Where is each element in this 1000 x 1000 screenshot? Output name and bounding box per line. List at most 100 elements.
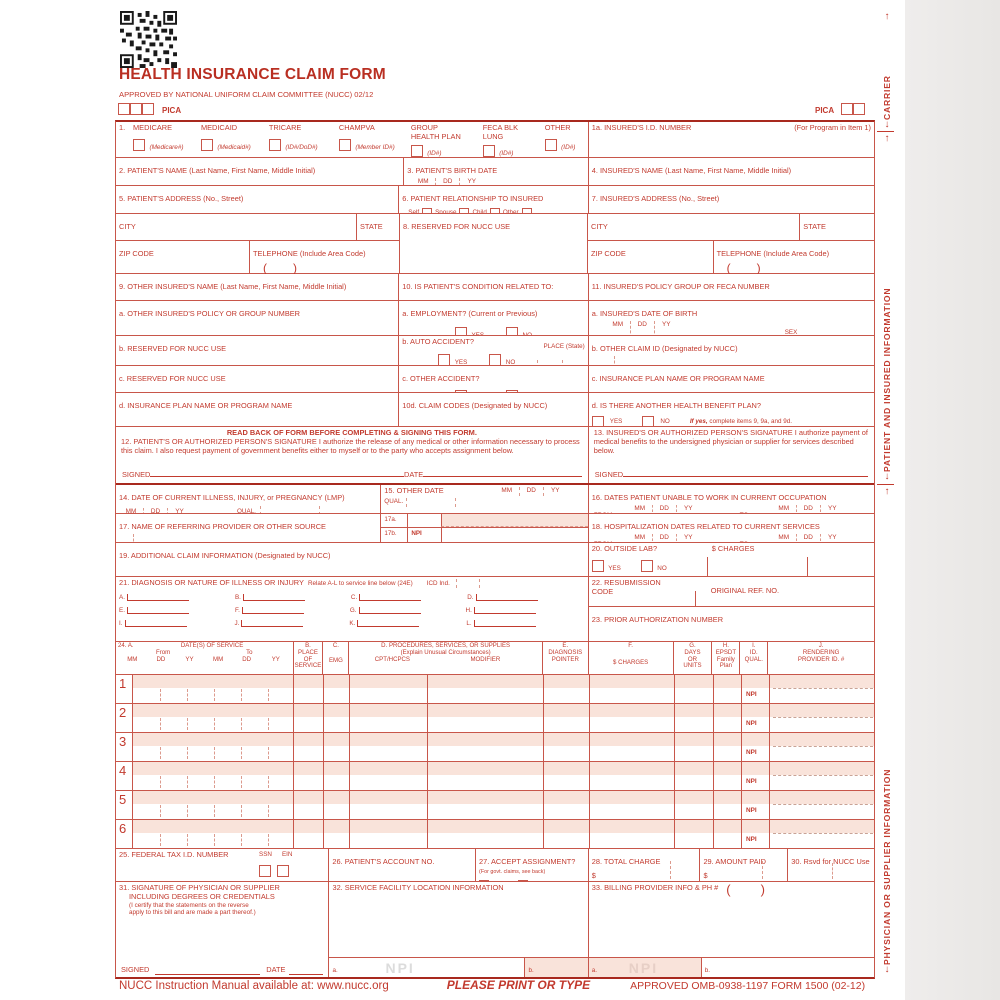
assignment-yes-checkbox[interactable] <box>479 879 490 881</box>
emg-cell[interactable] <box>323 704 349 732</box>
id-qual-cell[interactable]: NPI <box>741 704 769 732</box>
rel-child-checkbox[interactable] <box>489 208 500 213</box>
field-28-total-charge[interactable]: 28. TOTAL CHARGE $ <box>587 849 700 881</box>
rendering-provider-cell[interactable] <box>769 820 876 848</box>
diag-pointer-cell[interactable] <box>543 820 589 848</box>
diag-a-slot[interactable] <box>126 594 189 601</box>
dates-cell[interactable] <box>132 791 293 819</box>
field-16-unable-to-work[interactable]: 16. DATES PATIENT UNABLE TO WORK IN CURR… <box>587 485 874 513</box>
outside-lab-yes-checkbox[interactable] <box>591 559 604 572</box>
field-11c-insurance-plan[interactable]: c. INSURANCE PLAN NAME OR PROGRAM NAME <box>587 366 874 392</box>
field-23-prior-auth[interactable]: 23. PRIOR AUTHORIZATION NUMBER <box>591 615 724 624</box>
dates-cell[interactable] <box>132 733 293 761</box>
diag-pointer-cell[interactable] <box>543 675 589 703</box>
rel-spouse-checkbox[interactable] <box>459 208 470 213</box>
ssn-checkbox[interactable] <box>259 864 271 877</box>
emg-cell[interactable] <box>323 675 349 703</box>
field-33b[interactable]: b. <box>700 958 874 977</box>
dates-cell[interactable] <box>132 675 293 703</box>
units-cell[interactable] <box>674 791 713 819</box>
pos-cell[interactable] <box>293 675 323 703</box>
patient-state[interactable]: STATE <box>356 214 399 240</box>
rendering-provider-cell[interactable] <box>769 762 876 790</box>
other-acc-yes-checkbox[interactable] <box>455 389 468 392</box>
cpt-modifier-cell[interactable] <box>349 704 543 732</box>
emg-cell[interactable] <box>323 733 349 761</box>
employment-yes-checkbox[interactable] <box>455 326 468 335</box>
other-acc-no-checkbox[interactable] <box>506 389 519 392</box>
rendering-provider-cell[interactable] <box>769 733 876 761</box>
patient-telephone[interactable]: TELEPHONE (Include Area Code) () <box>249 241 399 274</box>
rel-self-checkbox[interactable] <box>422 208 433 213</box>
pos-cell[interactable] <box>293 791 323 819</box>
dates-cell[interactable] <box>132 704 293 732</box>
diag-g-slot[interactable] <box>358 607 421 614</box>
employment-no-checkbox[interactable] <box>506 326 519 335</box>
pica-checkbox[interactable] <box>118 103 130 115</box>
field-9-other-insured-name[interactable]: 9. OTHER INSURED'S NAME (Last Name, Firs… <box>119 282 347 291</box>
pica-checkbox[interactable] <box>841 103 853 115</box>
id-qual-cell[interactable]: NPI <box>741 733 769 761</box>
field-19-additional-claim-info[interactable]: 19. ADDITIONAL CLAIM INFORMATION (Design… <box>119 551 331 560</box>
pica-checkbox[interactable] <box>142 103 154 115</box>
patient-signature-line[interactable] <box>150 468 405 478</box>
physician-date-line[interactable] <box>289 966 324 975</box>
patient-signature-date-line[interactable] <box>423 468 582 478</box>
cpt-modifier-cell[interactable] <box>349 762 543 790</box>
tricare-checkbox[interactable] <box>268 138 281 151</box>
medicaid-checkbox[interactable] <box>200 138 213 151</box>
17a-value-area[interactable] <box>441 514 588 527</box>
field-2-patient-name[interactable]: 2. PATIENT'S NAME (Last Name, First Name… <box>119 166 316 175</box>
qual-slot-15[interactable] <box>406 497 457 507</box>
rendering-provider-cell[interactable] <box>769 704 876 732</box>
benefit-no-checkbox[interactable] <box>642 416 655 426</box>
insured-zip[interactable]: ZIP CODE <box>591 249 626 258</box>
charges-cell[interactable] <box>589 675 674 703</box>
field-10d-claim-codes[interactable]: 10d. CLAIM CODES (Designated by NUCC) <box>398 393 588 426</box>
insured-telephone[interactable]: TELEPHONE (Include Area Code) () <box>712 241 874 274</box>
pos-cell[interactable] <box>293 762 323 790</box>
ein-checkbox[interactable] <box>277 864 289 877</box>
field-33-billing-provider[interactable]: 33. BILLING PROVIDER INFO & PH # () a. N… <box>587 882 874 977</box>
epsdt-cell[interactable] <box>713 675 741 703</box>
cpt-modifier-cell[interactable] <box>349 820 543 848</box>
physician-signature-line[interactable] <box>155 966 261 975</box>
emg-cell[interactable] <box>323 791 349 819</box>
id-qual-cell[interactable]: NPI <box>741 675 769 703</box>
patient-city[interactable]: CITY <box>119 222 136 231</box>
field-11-policy-group[interactable]: 11. INSURED'S POLICY GROUP OR FECA NUMBE… <box>587 274 874 300</box>
pica-checkbox[interactable] <box>853 103 865 115</box>
champva-checkbox[interactable] <box>338 138 351 151</box>
auto-no-checkbox[interactable] <box>489 354 502 365</box>
units-cell[interactable] <box>674 820 713 848</box>
field-26-patient-account[interactable]: 26. PATIENT'S ACCOUNT NO. <box>328 849 475 881</box>
emg-cell[interactable] <box>323 762 349 790</box>
dates-cell[interactable] <box>132 820 293 848</box>
field-4-insured-name[interactable]: 4. INSURED'S NAME (Last Name, First Name… <box>587 158 874 185</box>
diag-e-slot[interactable] <box>126 607 189 614</box>
field-11b-other-claim-id[interactable]: b. OTHER CLAIM ID (Designated by NUCC) <box>587 336 874 365</box>
insured-state[interactable]: STATE <box>799 214 874 240</box>
diag-l-slot[interactable] <box>473 620 536 627</box>
group-health-checkbox[interactable] <box>410 144 423 157</box>
diag-k-slot[interactable] <box>357 620 420 627</box>
field-15-other-date[interactable]: 15. OTHER DATE MM DD YY QUAL. <box>380 485 587 513</box>
assignment-no-checkbox[interactable] <box>518 879 529 881</box>
field-25-federal-tax-id[interactable]: 25. FEDERAL TAX I.D. NUMBER SSN EIN <box>116 849 328 881</box>
field-29-amount-paid[interactable]: 29. AMOUNT PAID $ <box>699 849 787 881</box>
field-9a-other-policy[interactable]: a. OTHER INSURED'S POLICY OR GROUP NUMBE… <box>119 309 301 318</box>
field-7-insured-address[interactable]: 7. INSURED'S ADDRESS (No., Street) <box>587 186 874 213</box>
diag-d-slot[interactable] <box>475 594 538 601</box>
patient-zip[interactable]: ZIP CODE <box>119 249 154 258</box>
diag-c-slot[interactable] <box>359 594 422 601</box>
qual-slot[interactable] <box>259 506 320 513</box>
charges-cell[interactable] <box>589 762 674 790</box>
cpt-modifier-cell[interactable] <box>349 791 543 819</box>
rel-other-checkbox[interactable] <box>521 208 532 213</box>
units-cell[interactable] <box>674 762 713 790</box>
field-14-current-illness-date[interactable]: 14. DATE OF CURRENT ILLNESS, INJURY, or … <box>119 493 345 513</box>
pos-cell[interactable] <box>293 733 323 761</box>
field-17-referring-provider[interactable]: 17. NAME OF REFERRING PROVIDER OR OTHER … <box>116 514 380 542</box>
